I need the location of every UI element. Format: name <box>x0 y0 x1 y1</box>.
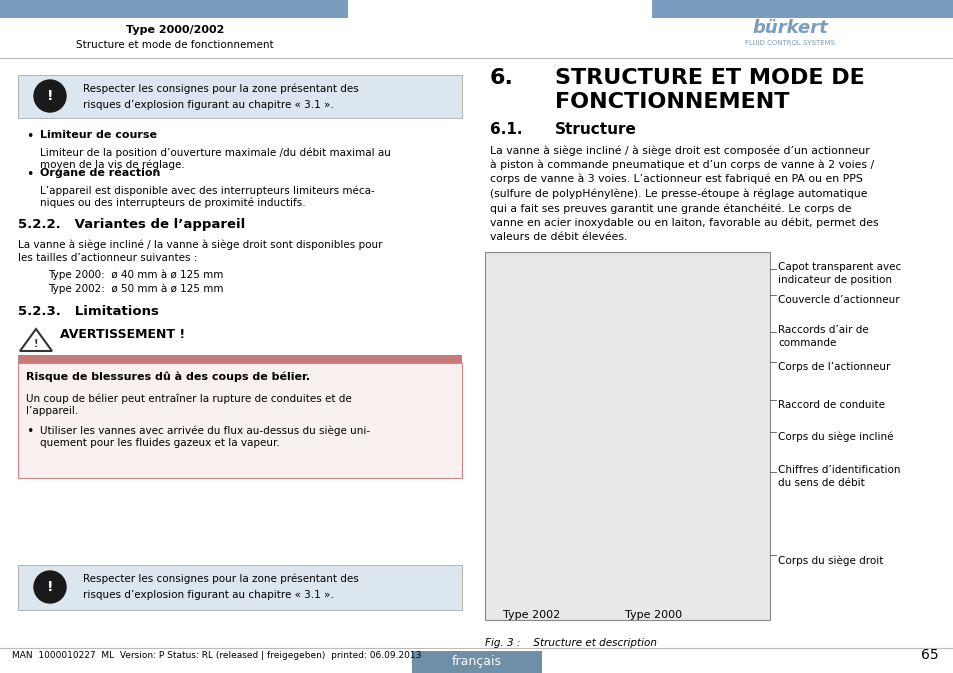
Text: Fig. 3 :    Structure et description: Fig. 3 : Structure et description <box>484 638 657 648</box>
Text: Corps du siège incliné: Corps du siège incliné <box>778 432 893 443</box>
Text: (sulfure de polypHénylène). Le presse-étoupe à réglage automatique: (sulfure de polypHénylène). Le presse-ét… <box>490 188 866 199</box>
Text: Respecter les consignes pour la zone présentant des: Respecter les consignes pour la zone pré… <box>83 83 358 94</box>
Bar <box>18 75 461 118</box>
Text: AVERTISSEMENT !: AVERTISSEMENT ! <box>60 328 185 341</box>
Text: quement pour les fluides gazeux et la vapeur.: quement pour les fluides gazeux et la va… <box>40 438 279 448</box>
Text: •: • <box>26 130 33 143</box>
Text: les tailles d’actionneur suivantes :: les tailles d’actionneur suivantes : <box>18 253 197 263</box>
Text: •: • <box>26 168 33 181</box>
Text: Raccords d’air de: Raccords d’air de <box>778 325 868 335</box>
Text: l’appareil.: l’appareil. <box>26 406 78 416</box>
Text: 5.2.2.   Variantes de l’appareil: 5.2.2. Variantes de l’appareil <box>18 218 245 231</box>
Bar <box>412 651 541 673</box>
Text: Type 2002:  ø 50 mm à ø 125 mm: Type 2002: ø 50 mm à ø 125 mm <box>48 283 223 293</box>
Text: La vanne à siège incliné / la vanne à siège droit sont disponibles pour: La vanne à siège incliné / la vanne à si… <box>18 240 382 250</box>
Text: MAN  1000010227  ML  Version: P Status: RL (released | freigegeben)  printed: 06: MAN 1000010227 ML Version: P Status: RL … <box>12 651 421 660</box>
Text: Type 2000:  ø 40 mm à ø 125 mm: Type 2000: ø 40 mm à ø 125 mm <box>48 270 223 281</box>
Text: 6.: 6. <box>490 68 514 88</box>
Text: •: • <box>26 425 33 438</box>
Text: indicateur de position: indicateur de position <box>778 275 891 285</box>
Text: FLUID CONTROL SYSTEMS: FLUID CONTROL SYSTEMS <box>744 40 834 46</box>
Text: Raccord de conduite: Raccord de conduite <box>778 400 884 410</box>
Text: à piston à commande pneumatique et d’un corps de vanne à 2 voies /: à piston à commande pneumatique et d’un … <box>490 160 873 170</box>
Text: du sens de débit: du sens de débit <box>778 478 863 488</box>
Text: Un coup de bélier peut entraîner la rupture de conduites et de: Un coup de bélier peut entraîner la rupt… <box>26 393 352 404</box>
Text: moyen de la vis de réglage.: moyen de la vis de réglage. <box>40 160 185 170</box>
Text: Type 2000/2002: Type 2000/2002 <box>126 25 224 35</box>
Text: Organe de réaction: Organe de réaction <box>40 168 160 178</box>
Text: Type 2000: Type 2000 <box>624 610 681 620</box>
Text: L’appareil est disponible avec des interrupteurs limiteurs méca-: L’appareil est disponible avec des inter… <box>40 185 375 195</box>
Text: Couvercle d’actionneur: Couvercle d’actionneur <box>778 295 899 305</box>
Text: FONCTIONNEMENT: FONCTIONNEMENT <box>555 92 789 112</box>
Text: Capot transparent avec: Capot transparent avec <box>778 262 901 272</box>
Text: corps de vanne à 3 voies. L’actionneur est fabriqué en PA ou en PPS: corps de vanne à 3 voies. L’actionneur e… <box>490 174 862 184</box>
Text: 5.2.3.   Limitations: 5.2.3. Limitations <box>18 305 159 318</box>
Text: Chiffres d’identification: Chiffres d’identification <box>778 465 900 475</box>
Text: Limiteur de la position d’ouverture maximale /du débit maximal au: Limiteur de la position d’ouverture maxi… <box>40 147 391 157</box>
Text: niques ou des interrupteurs de proximité inductifs.: niques ou des interrupteurs de proximité… <box>40 198 305 209</box>
Text: !: ! <box>33 339 38 349</box>
Text: risques d’explosion figurant au chapitre « 3.1 ».: risques d’explosion figurant au chapitre… <box>83 590 334 600</box>
Text: Structure et mode de fonctionnement: Structure et mode de fonctionnement <box>76 40 274 50</box>
Text: risques d’explosion figurant au chapitre « 3.1 ».: risques d’explosion figurant au chapitre… <box>83 100 334 110</box>
Text: 6.1.: 6.1. <box>490 122 522 137</box>
Text: Corps de l’actionneur: Corps de l’actionneur <box>778 362 889 372</box>
Text: Risque de blessures dû à des coups de bélier.: Risque de blessures dû à des coups de bé… <box>26 371 310 382</box>
Text: bürkert: bürkert <box>751 19 827 37</box>
Text: Utiliser les vannes avec arrivée du flux au-dessus du siège uni-: Utiliser les vannes avec arrivée du flux… <box>40 425 370 435</box>
Circle shape <box>34 80 66 112</box>
Bar <box>18 363 461 478</box>
Bar <box>18 355 461 363</box>
Bar <box>0 0 348 18</box>
Bar <box>484 252 769 620</box>
Text: Structure: Structure <box>555 122 637 137</box>
Text: !: ! <box>47 89 53 103</box>
Text: 65: 65 <box>921 648 938 662</box>
Circle shape <box>34 571 66 603</box>
Text: La vanne à siège incliné / à siège droit est composée d’un actionneur: La vanne à siège incliné / à siège droit… <box>490 145 869 155</box>
Text: !: ! <box>47 580 53 594</box>
Bar <box>18 565 461 610</box>
Text: Respecter les consignes pour la zone présentant des: Respecter les consignes pour la zone pré… <box>83 574 358 584</box>
Text: Type 2002: Type 2002 <box>502 610 559 620</box>
Text: valeurs de débit élevées.: valeurs de débit élevées. <box>490 232 627 242</box>
Text: vanne en acier inoxydable ou en laiton, favorable au débit, permet des: vanne en acier inoxydable ou en laiton, … <box>490 217 878 228</box>
Text: français: français <box>452 656 501 668</box>
Text: Limiteur de course: Limiteur de course <box>40 130 157 140</box>
Text: commande: commande <box>778 338 836 348</box>
Text: Corps du siège droit: Corps du siège droit <box>778 555 882 565</box>
Bar <box>651 0 953 18</box>
Text: qui a fait ses preuves garantit une grande étanchéité. Le corps de: qui a fait ses preuves garantit une gran… <box>490 203 851 213</box>
Text: STRUCTURE ET MODE DE: STRUCTURE ET MODE DE <box>555 68 863 88</box>
